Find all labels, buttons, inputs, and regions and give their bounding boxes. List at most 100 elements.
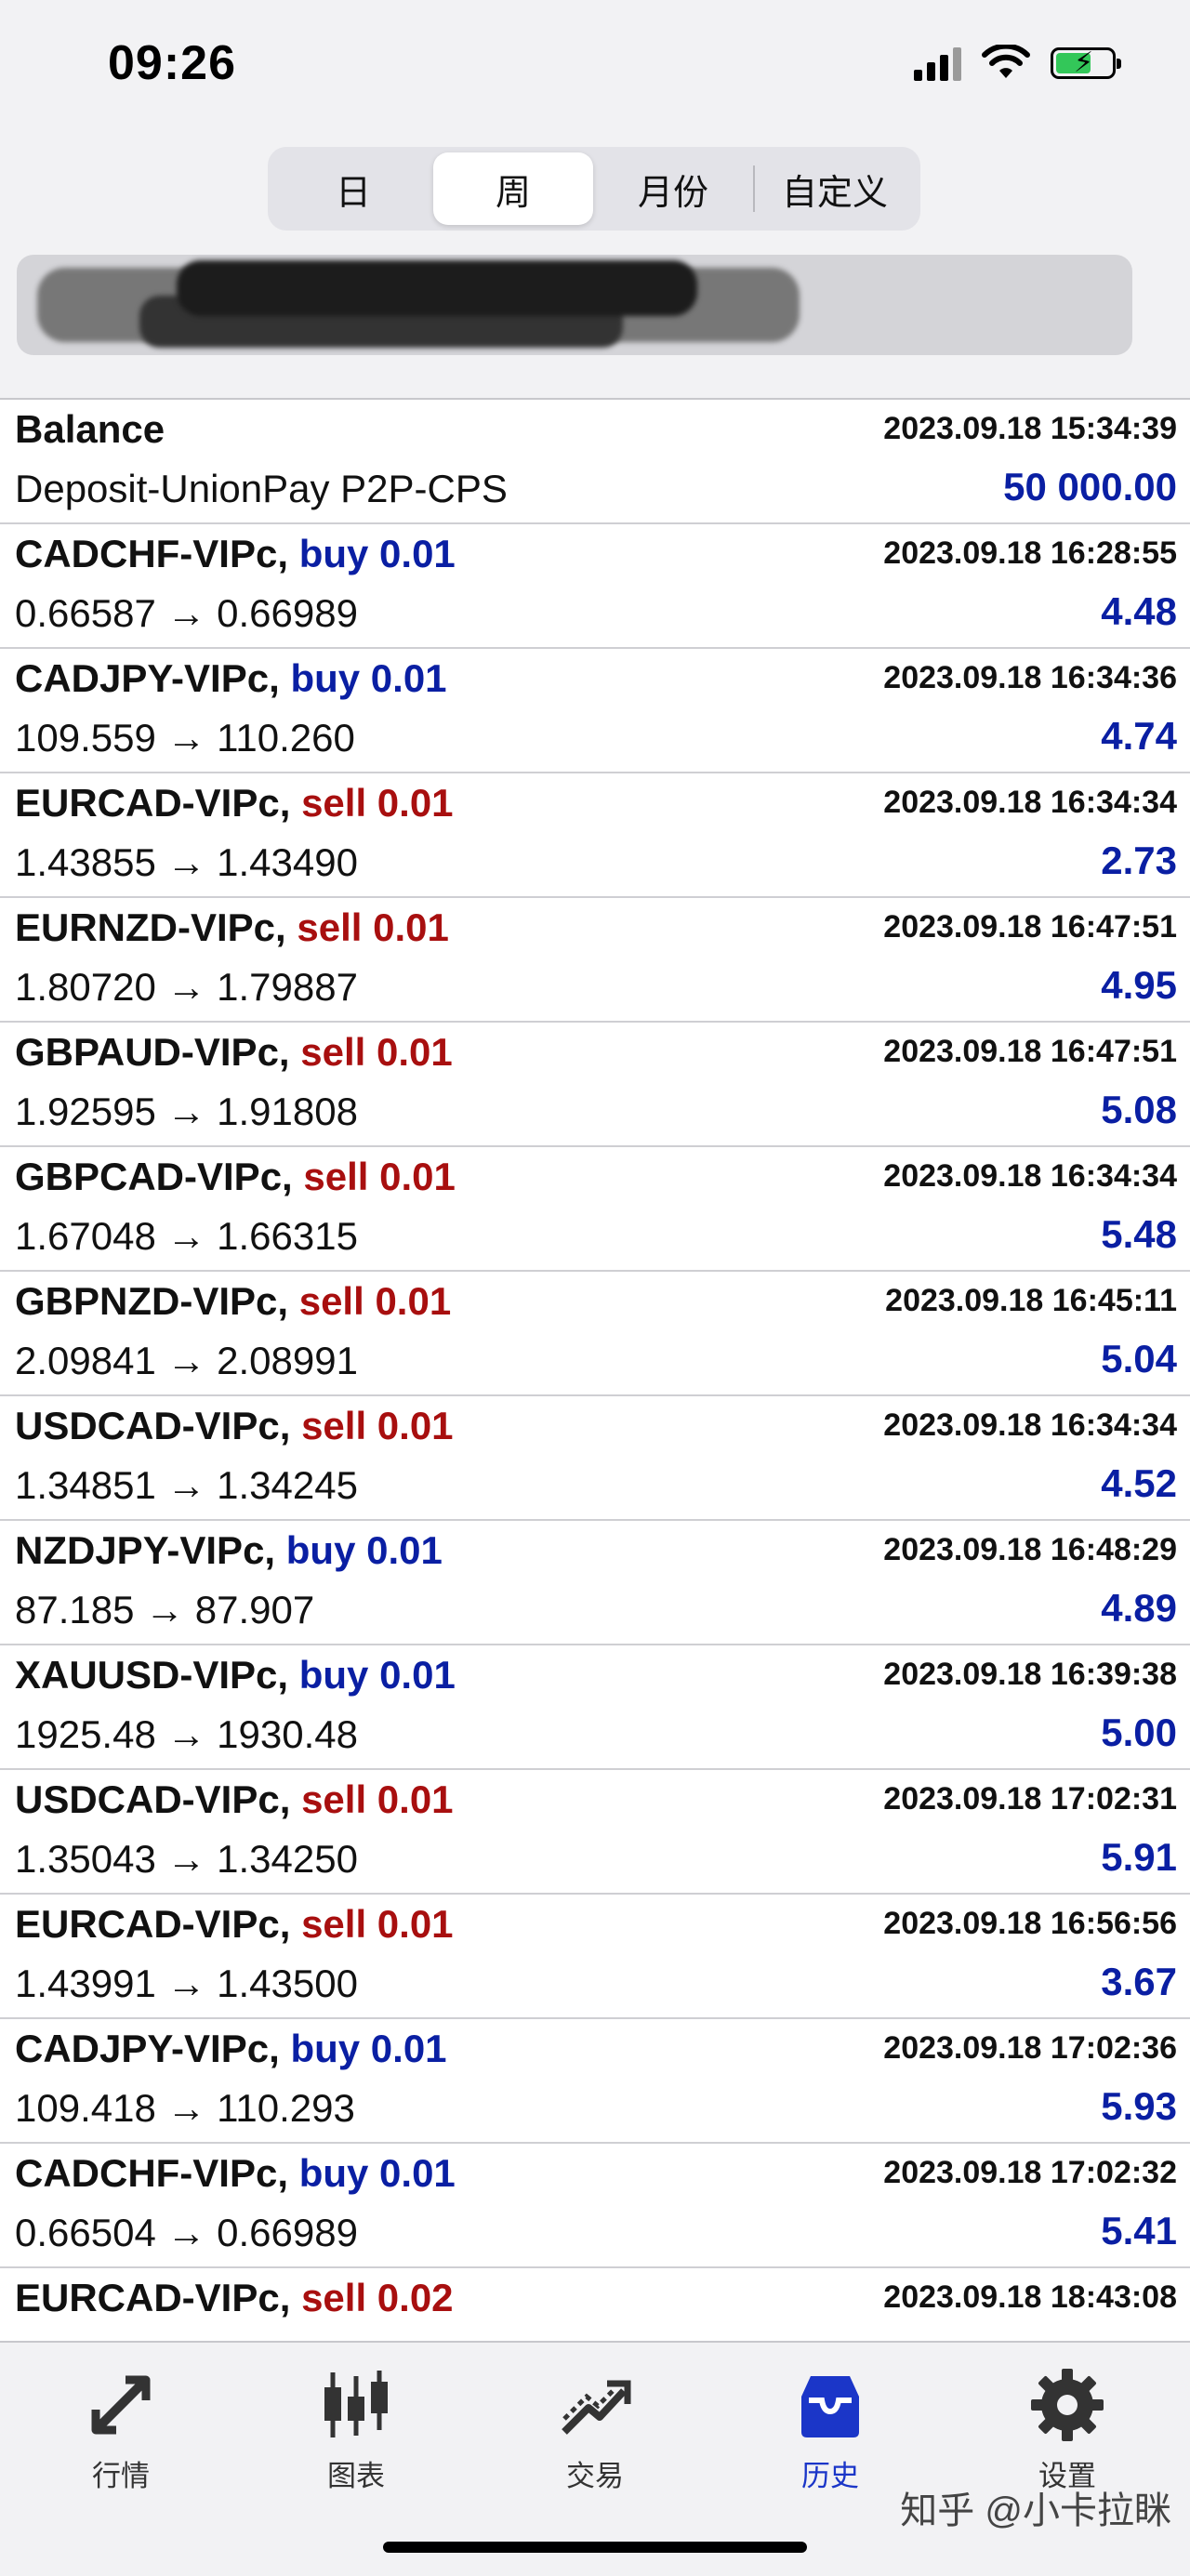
row-date: 2023.09.18 16:56:56 — [883, 1906, 1177, 1941]
row-date: 2023.09.18 15:34:39 — [883, 411, 1177, 446]
history-row[interactable]: USDCAD-VIPc, sell 0.01 2023.09.18 17:02:3… — [0, 1770, 1190, 1895]
history-row[interactable]: EURCAD-VIPc, sell 0.02 2023.09.18 18:43:0… — [0, 2268, 1190, 2343]
row-profit: 5.91 — [1101, 1835, 1177, 1879]
status-icons: ⚡ — [914, 45, 1121, 82]
row-order-type: sell 0.01 — [303, 1155, 456, 1198]
row-prices: 1.34851 → 1.34245 — [15, 1463, 358, 1507]
history-row[interactable]: GBPAUD-VIPc, sell 0.01 2023.09.18 16:47:5… — [0, 1023, 1190, 1147]
row-date: 2023.09.18 16:34:36 — [883, 660, 1177, 695]
row-order-type: sell 0.01 — [301, 1777, 454, 1821]
tab-label: 图表 — [327, 2460, 385, 2492]
row-symbol: EURNZD-VIPc, — [15, 905, 286, 949]
row-order-type: sell 0.01 — [298, 1279, 452, 1323]
row-title: XAUUSD-VIPc, buy 0.01 — [15, 1653, 456, 1698]
history-row[interactable]: CADJPY-VIPc, buy 0.01 2023.09.18 16:34:36… — [0, 649, 1190, 773]
row-symbol: Balance — [15, 407, 165, 451]
row-title: CADJPY-VIPc, buy 0.01 — [15, 2027, 447, 2071]
row-profit: 2.73 — [1101, 839, 1177, 882]
row-title: CADCHF-VIPc, buy 0.01 — [15, 532, 456, 576]
row-profit: 5.04 — [1101, 1337, 1177, 1380]
row-symbol: CADCHF-VIPc, — [15, 532, 289, 575]
row-profit: 5.00 — [1101, 1711, 1177, 1754]
row-symbol: CADJPY-VIPc, — [15, 2027, 280, 2070]
row-profit: 4.95 — [1101, 963, 1177, 1007]
period-tab-month[interactable]: 月份 — [637, 173, 708, 213]
settings-gear-icon — [1031, 2369, 1104, 2441]
period-tab-week[interactable]: 周 — [433, 152, 593, 225]
period-tab-day[interactable]: 日 — [335, 173, 371, 213]
row-prices: 1.35043 → 1.34250 — [15, 1837, 358, 1881]
row-prices: 1.92595 → 1.91808 — [15, 1090, 358, 1133]
row-prices: 1.80720 → 1.79887 — [15, 965, 358, 1009]
tab-label: 交易 — [566, 2460, 624, 2492]
row-profit: 5.41 — [1101, 2209, 1177, 2252]
redaction-mark — [177, 260, 697, 316]
row-profit: 5.48 — [1101, 1212, 1177, 1256]
row-title: EURCAD-VIPc, sell 0.01 — [15, 1902, 454, 1947]
row-order-type: buy 0.01 — [285, 1528, 443, 1572]
history-row[interactable]: NZDJPY-VIPc, buy 0.01 2023.09.18 16:48:29… — [0, 1521, 1190, 1645]
history-row[interactable]: Balance 2023.09.18 15:34:39 Deposit-UnionP… — [0, 400, 1190, 524]
tab-history[interactable]: 历史 — [747, 2363, 914, 2494]
row-prices: 2.09841 → 2.08991 — [15, 1339, 358, 1382]
bottom-tab-bar: 行情 图表 交易 历史 — [0, 2341, 1190, 2576]
row-profit: 4.74 — [1101, 714, 1177, 758]
home-indicator[interactable] — [383, 2542, 807, 2553]
row-order-type: buy 0.01 — [290, 656, 447, 700]
row-symbol: USDCAD-VIPc, — [15, 1404, 291, 1447]
row-title: USDCAD-VIPc, sell 0.01 — [15, 1777, 454, 1822]
row-symbol: EURCAD-VIPc, — [15, 1902, 291, 1946]
wifi-icon — [982, 45, 1030, 78]
history-row[interactable]: EURCAD-VIPc, sell 0.01 2023.09.18 16:56:5… — [0, 1895, 1190, 2019]
tab-settings[interactable]: 设置 — [984, 2363, 1151, 2494]
candlestick-chart-icon — [324, 2371, 388, 2437]
row-title: CADJPY-VIPc, buy 0.01 — [15, 656, 447, 701]
cellular-signal-icon — [914, 46, 961, 81]
row-order-type: sell 0.01 — [297, 905, 449, 949]
row-profit: 4.52 — [1101, 1461, 1177, 1505]
period-tab-custom[interactable]: 自定义 — [781, 173, 888, 213]
row-symbol: EURCAD-VIPc, — [15, 2276, 291, 2319]
row-title: NZDJPY-VIPc, buy 0.01 — [15, 1528, 443, 1573]
history-row[interactable]: GBPNZD-VIPc, sell 0.01 2023.09.18 16:45:1… — [0, 1272, 1190, 1396]
row-title: EURCAD-VIPc, sell 0.02 — [15, 2276, 454, 2320]
row-prices: 1925.48 → 1930.48 — [15, 1712, 358, 1756]
row-order-type: sell 0.01 — [300, 1030, 453, 1074]
row-date: 2023.09.18 18:43:08 — [883, 2279, 1177, 2315]
tab-quotes[interactable]: 行情 — [37, 2363, 205, 2494]
history-row[interactable]: EURCAD-VIPc, sell 0.01 2023.09.18 16:34:3… — [0, 773, 1190, 898]
quotes-arrows-icon — [91, 2375, 151, 2435]
row-order-type: sell 0.01 — [301, 781, 454, 825]
tab-charts[interactable]: 图表 — [272, 2363, 440, 2494]
history-list[interactable]: Balance 2023.09.18 15:34:39 Deposit-UnionP… — [0, 398, 1190, 2343]
row-order-type: sell 0.02 — [301, 2276, 454, 2319]
period-header: 日 周 月份 自定义 — [0, 130, 1190, 398]
history-row[interactable]: XAUUSD-VIPc, buy 0.01 2023.09.18 16:39:38… — [0, 1645, 1190, 1770]
trade-trend-icon — [562, 2380, 631, 2435]
row-symbol: CADCHF-VIPc, — [15, 2151, 289, 2195]
history-row[interactable]: USDCAD-VIPc, sell 0.01 2023.09.18 16:34:3… — [0, 1396, 1190, 1521]
history-row[interactable]: CADJPY-VIPc, buy 0.01 2023.09.18 17:02:36… — [0, 2019, 1190, 2144]
row-title: GBPNZD-VIPc, sell 0.01 — [15, 1279, 451, 1324]
history-row[interactable]: GBPCAD-VIPc, sell 0.01 2023.09.18 16:34:3… — [0, 1147, 1190, 1272]
row-date: 2023.09.18 17:02:32 — [883, 2155, 1177, 2190]
row-order-type: buy 0.01 — [298, 1653, 456, 1697]
row-symbol: GBPNZD-VIPc, — [15, 1279, 289, 1323]
row-title: EURCAD-VIPc, sell 0.01 — [15, 781, 454, 826]
row-symbol: NZDJPY-VIPc, — [15, 1528, 276, 1572]
row-order-type: buy 0.01 — [298, 532, 456, 575]
segment-divider — [753, 165, 755, 212]
row-date: 2023.09.18 16:34:34 — [883, 785, 1177, 820]
history-row[interactable]: CADCHF-VIPc, buy 0.01 2023.09.18 17:02:32… — [0, 2144, 1190, 2268]
row-date: 2023.09.18 17:02:31 — [883, 1781, 1177, 1816]
battery-icon: ⚡ — [1051, 47, 1121, 79]
tab-label: 设置 — [1038, 2460, 1096, 2492]
tab-trade[interactable]: 交易 — [511, 2363, 679, 2494]
history-row[interactable]: CADCHF-VIPc, buy 0.01 2023.09.18 16:28:55… — [0, 524, 1190, 649]
row-profit: 4.48 — [1101, 589, 1177, 633]
row-title: GBPCAD-VIPc, sell 0.01 — [15, 1155, 456, 1199]
row-date: 2023.09.18 16:45:11 — [885, 1283, 1177, 1318]
row-date: 2023.09.18 16:47:51 — [883, 1034, 1177, 1069]
history-row[interactable]: EURNZD-VIPc, sell 0.01 2023.09.18 16:47:5… — [0, 898, 1190, 1023]
row-title: Balance — [15, 407, 165, 452]
